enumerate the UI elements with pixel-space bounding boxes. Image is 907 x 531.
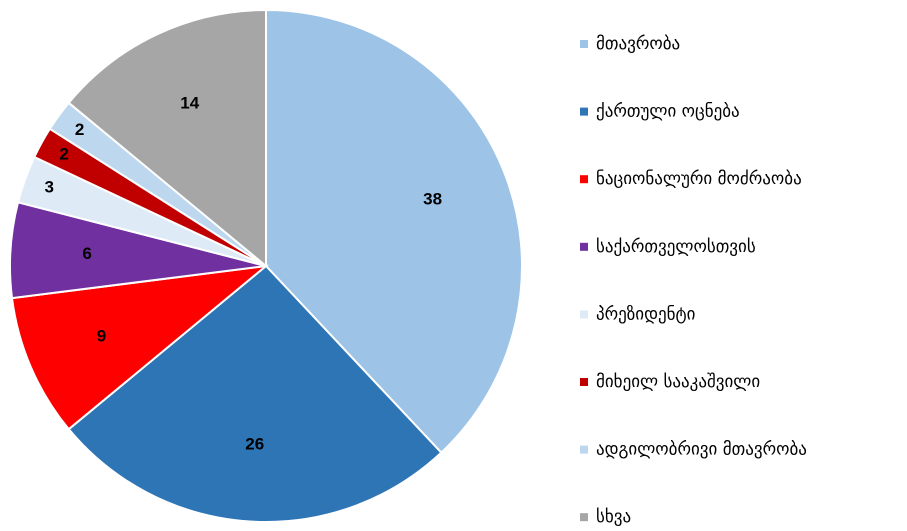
legend-label: საქართველოსთვის <box>596 237 756 257</box>
pie-slice <box>67 8 267 269</box>
legend-swatch <box>580 445 588 454</box>
data-label: 26 <box>245 434 264 453</box>
legend-swatch <box>580 242 588 251</box>
data-label: 2 <box>59 144 68 163</box>
legend-label: სხვა <box>596 507 631 527</box>
pie-slice <box>10 264 270 431</box>
legend-swatch <box>580 378 588 386</box>
pie-slice <box>265 8 523 455</box>
data-label: 9 <box>97 327 106 346</box>
legend-label: მთავრობა <box>596 34 680 54</box>
pie-slice <box>67 264 443 523</box>
legend-swatch <box>580 40 588 48</box>
legend-swatch <box>580 107 588 116</box>
data-label: 14 <box>180 93 199 112</box>
legend-label: ქართული ოცნება <box>596 102 740 122</box>
data-label: 6 <box>82 244 91 263</box>
data-label: 2 <box>75 120 84 139</box>
data-label: 38 <box>423 190 442 209</box>
legend-label: ადგილობრივი მთავრობა <box>596 440 807 460</box>
legend-label: პრეზიდენტი <box>596 304 695 324</box>
legend-label: ნაციონალური მოძრაობა <box>596 169 802 189</box>
legend-swatch <box>580 175 588 184</box>
data-label: 3 <box>44 177 53 196</box>
legend-swatch <box>580 513 588 522</box>
legend-label: მიხეილ სააკაშვილი <box>596 372 760 392</box>
legend-swatch <box>580 310 588 319</box>
